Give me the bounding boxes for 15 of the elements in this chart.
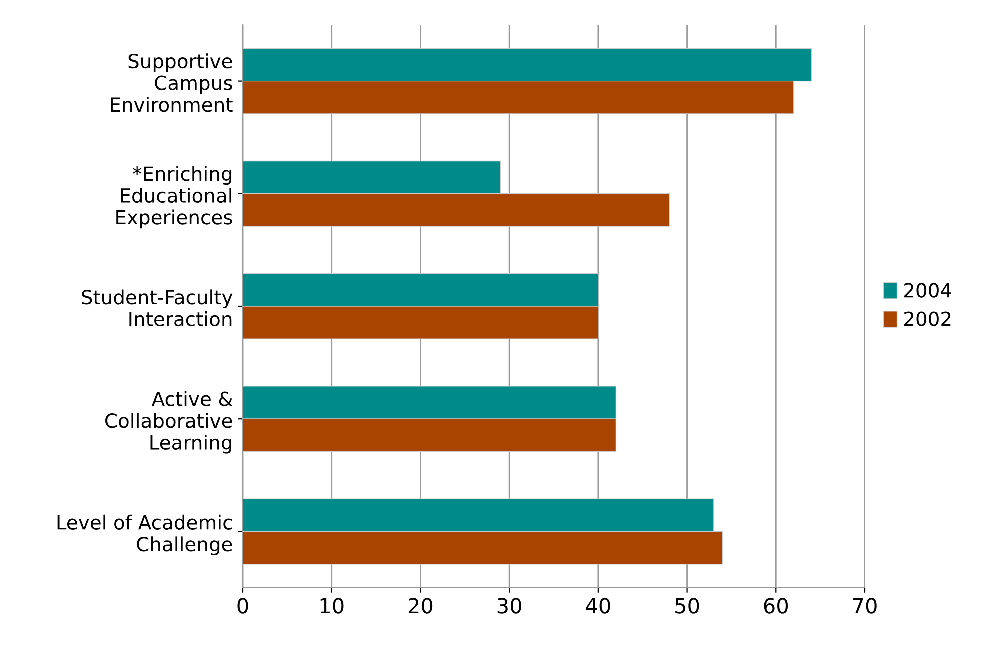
y-tick-label: *Enriching Educational Experiences: [116, 166, 232, 229]
y-tick-label: Student-Faculty Interaction: [82, 290, 233, 327]
x-tick-label: 20: [408, 598, 433, 614]
x-tick-label: 0: [238, 598, 248, 614]
x-tick-label: 70: [853, 598, 877, 614]
x-tick-label: 40: [586, 598, 610, 614]
x-tick-label: 60: [764, 598, 788, 614]
x-tick-label: 50: [676, 598, 700, 614]
y-tick-label: Supportive Campus Environment: [111, 54, 233, 112]
y-tick-label: Active & Collaborative Learning: [106, 391, 233, 454]
x-tick-label: 10: [320, 598, 344, 614]
x-tick-label: 30: [498, 598, 522, 614]
legend-label: 2002: [904, 312, 951, 326]
legend-label: 2004: [904, 283, 952, 298]
y-tick-label: Level of Academic Challenge: [58, 514, 232, 556]
